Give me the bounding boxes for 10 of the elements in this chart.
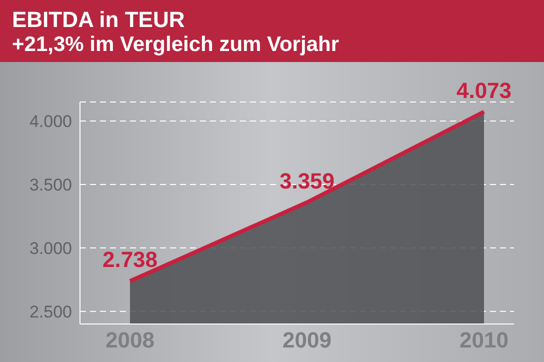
y-tick-label: 4.000 [29,112,72,132]
y-tick-label: 3.500 [29,175,72,194]
y-tick-label: 3.000 [29,238,72,258]
data-label: 3.359 [279,168,335,194]
data-label: 2.738 [102,247,158,272]
data-label: 4.073 [456,78,512,103]
x-tick-label: 2009 [282,328,332,353]
chart-title: EBITDA in TEUR [12,7,186,32]
y-tick-label: 2.500 [29,302,72,322]
chart-subtitle: +21,3% im Vergleich zum Vorjahr [12,32,340,58]
